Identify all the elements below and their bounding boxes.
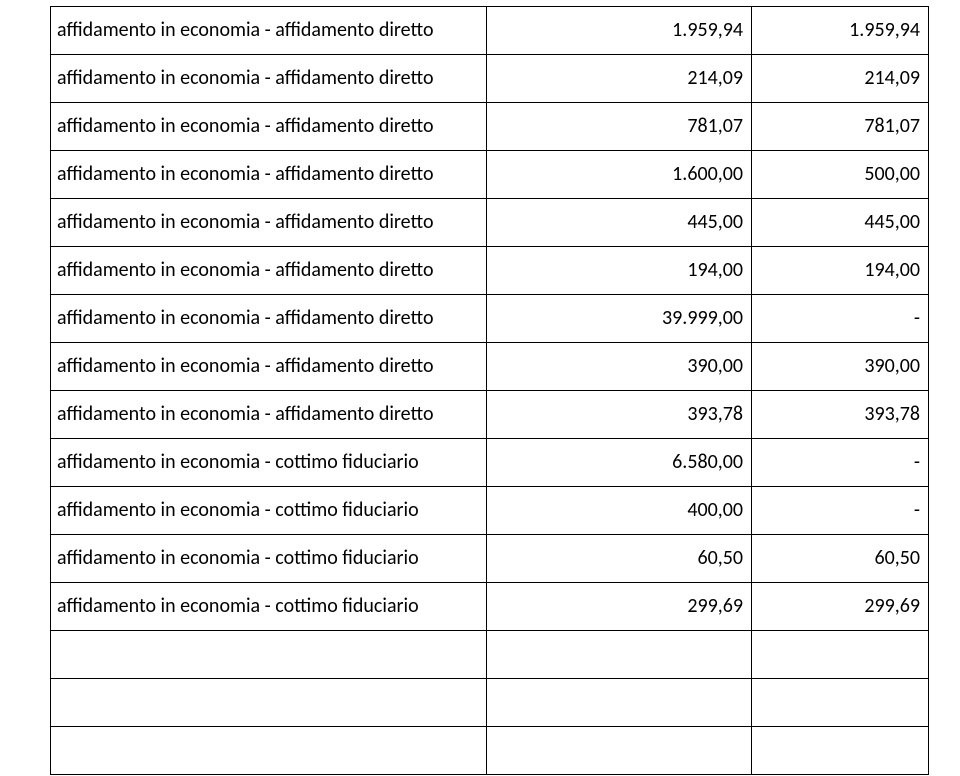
- cell-desc: affidamento in economia - cottimo fiduci…: [51, 535, 487, 583]
- table-row: affidamento in economia - affidamento di…: [51, 55, 929, 103]
- cell-value-1: 781,07: [487, 103, 752, 151]
- table-row: affidamento in economia - affidamento di…: [51, 247, 929, 295]
- cell-desc: affidamento in economia - affidamento di…: [51, 151, 487, 199]
- cell-value-2: -: [752, 487, 929, 535]
- table-row: affidamento in economia - cottimo fiduci…: [51, 439, 929, 487]
- cell-value-2: 393,78: [752, 391, 929, 439]
- cell-value-1: 39.999,00: [487, 295, 752, 343]
- cell-desc: affidamento in economia - cottimo fiduci…: [51, 439, 487, 487]
- cell-value-2: 445,00: [752, 199, 929, 247]
- cell-value-1: 400,00: [487, 487, 752, 535]
- cell-value-2: 194,00: [752, 247, 929, 295]
- table-row: affidamento in economia - affidamento di…: [51, 391, 929, 439]
- cell-value-1: [487, 679, 752, 727]
- cell-value-2: [752, 631, 929, 679]
- table-row: affidamento in economia - affidamento di…: [51, 199, 929, 247]
- cell-value-1: 194,00: [487, 247, 752, 295]
- table-row: affidamento in economia - cottimo fiduci…: [51, 535, 929, 583]
- cell-desc: affidamento in economia - affidamento di…: [51, 55, 487, 103]
- table-row-empty: [51, 727, 929, 775]
- cell-desc: affidamento in economia - affidamento di…: [51, 103, 487, 151]
- cell-value-2: -: [752, 295, 929, 343]
- cell-value-2: 1.959,94: [752, 7, 929, 55]
- cell-desc: [51, 727, 487, 775]
- cell-desc: affidamento in economia - affidamento di…: [51, 295, 487, 343]
- cell-desc: [51, 679, 487, 727]
- page-container: affidamento in economia - affidamento di…: [0, 0, 960, 776]
- cell-value-2: 60,50: [752, 535, 929, 583]
- cell-desc: affidamento in economia - cottimo fiduci…: [51, 583, 487, 631]
- table-row: affidamento in economia - cottimo fiduci…: [51, 583, 929, 631]
- table-row: affidamento in economia - affidamento di…: [51, 151, 929, 199]
- cell-value-1: 299,69: [487, 583, 752, 631]
- table-row: affidamento in economia - cottimo fiduci…: [51, 487, 929, 535]
- table-body: affidamento in economia - affidamento di…: [51, 7, 929, 775]
- cell-value-1: [487, 631, 752, 679]
- cell-value-2: 500,00: [752, 151, 929, 199]
- cell-desc: affidamento in economia - affidamento di…: [51, 391, 487, 439]
- table-row-empty: [51, 679, 929, 727]
- cell-value-1: 1.959,94: [487, 7, 752, 55]
- table-row: affidamento in economia - affidamento di…: [51, 7, 929, 55]
- cell-value-2: -: [752, 439, 929, 487]
- cell-desc: affidamento in economia - affidamento di…: [51, 199, 487, 247]
- cell-value-2: [752, 679, 929, 727]
- cell-value-1: 1.600,00: [487, 151, 752, 199]
- cell-value-1: 6.580,00: [487, 439, 752, 487]
- table-row-empty: [51, 631, 929, 679]
- cell-value-2: 390,00: [752, 343, 929, 391]
- cell-desc: [51, 631, 487, 679]
- cell-value-2: 781,07: [752, 103, 929, 151]
- cell-value-1: 60,50: [487, 535, 752, 583]
- cell-value-1: 390,00: [487, 343, 752, 391]
- cell-value-2: 299,69: [752, 583, 929, 631]
- cell-value-2: 214,09: [752, 55, 929, 103]
- cell-desc: affidamento in economia - affidamento di…: [51, 343, 487, 391]
- cell-value-1: [487, 727, 752, 775]
- cell-desc: affidamento in economia - affidamento di…: [51, 7, 487, 55]
- cell-desc: affidamento in economia - cottimo fiduci…: [51, 487, 487, 535]
- table-row: affidamento in economia - affidamento di…: [51, 343, 929, 391]
- cell-desc: affidamento in economia - affidamento di…: [51, 247, 487, 295]
- table-row: affidamento in economia - affidamento di…: [51, 103, 929, 151]
- cell-value-2: [752, 727, 929, 775]
- data-table: affidamento in economia - affidamento di…: [50, 6, 929, 775]
- cell-value-1: 445,00: [487, 199, 752, 247]
- table-row: affidamento in economia - affidamento di…: [51, 295, 929, 343]
- cell-value-1: 214,09: [487, 55, 752, 103]
- cell-value-1: 393,78: [487, 391, 752, 439]
